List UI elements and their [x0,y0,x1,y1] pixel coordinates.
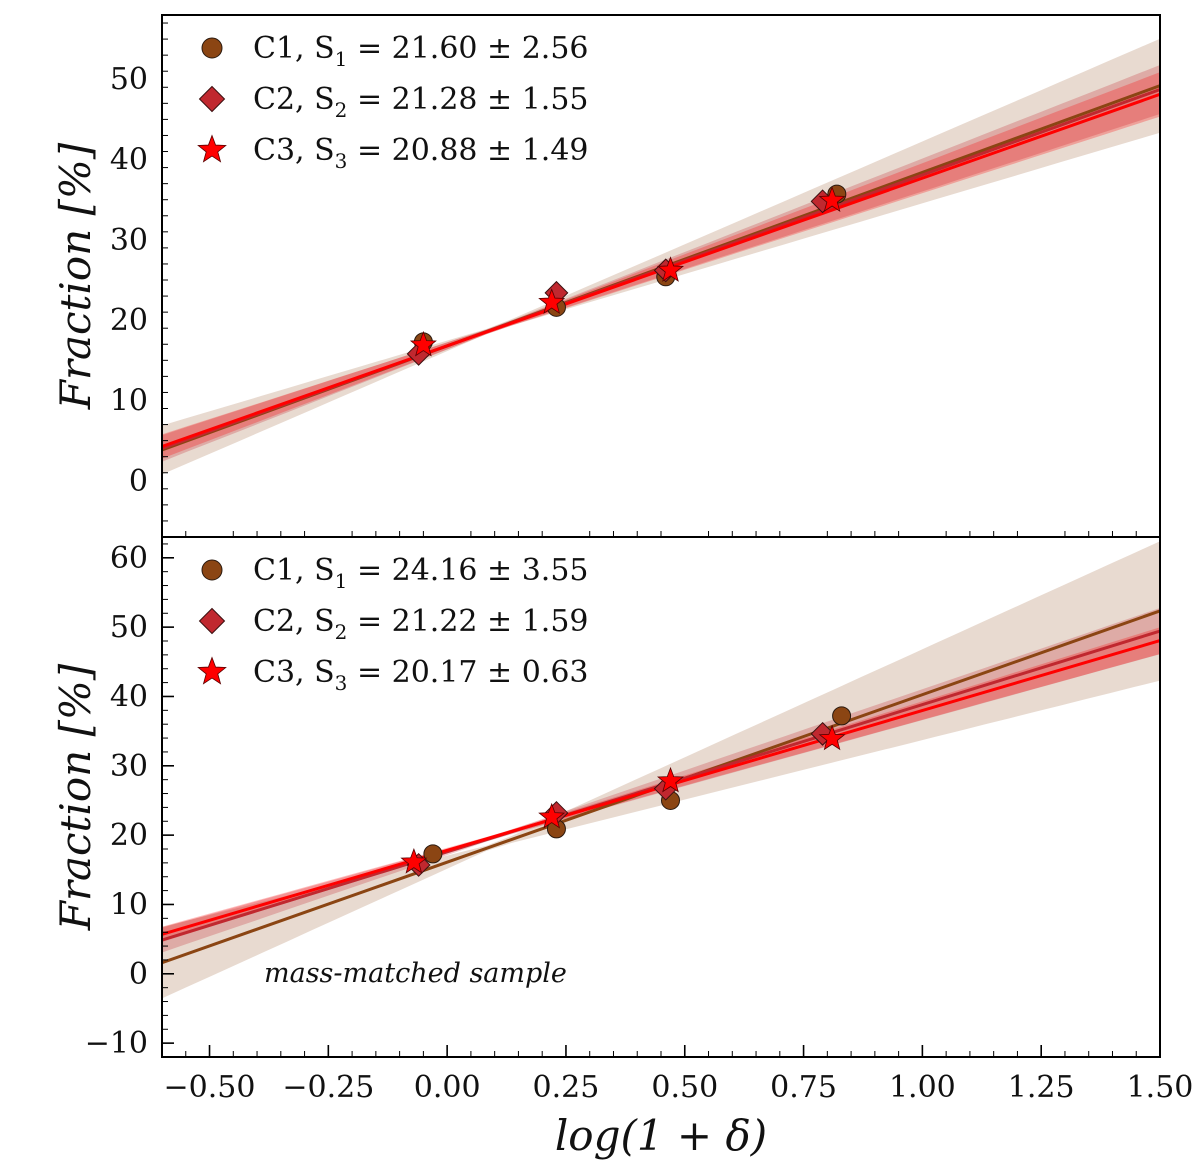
legend-entry-C2: C2, S2 = 21.22 ± 1.59 [253,604,589,644]
x-tick-label: 0.00 [414,1070,481,1105]
y-axis-title: Fraction [%] [51,142,100,410]
panel-top: 0 10 20 30 40 50 Fraction [%] C1, S1 = 21.60 ± … [51,14,1161,538]
y-tick-label: 30 [110,223,148,258]
y-tick-label: 0 [129,464,148,499]
data-point-C1-0 [423,844,443,864]
y-tick-label: 40 [110,679,148,714]
legend-entry-C3: C3, S3 = 20.88 ± 1.49 [253,133,589,173]
data-point-C3-1 [538,802,566,829]
data-point-C3-0 [409,330,437,357]
y-tick-label: 20 [110,303,148,338]
y-tick-label: 0 [129,957,148,992]
legend-value: = 21.60 ± 2.56 [347,31,588,66]
legend-entry-C1: C1, S1 = 24.16 ± 3.55 [253,553,589,593]
data-point-C3-3 [818,724,846,751]
legend-value: = 20.88 ± 1.49 [347,133,588,168]
legend-value: = 21.22 ± 1.59 [347,604,588,639]
confidence-band-C1 [162,38,1160,475]
x-axis-title: log(1 + δ) [555,1111,767,1160]
legend-subscript: 2 [335,620,348,644]
y-tick-label: 10 [110,887,148,922]
legend-prefix: C1, S [253,553,335,588]
legend-prefix: C2, S [253,82,335,117]
plot-area [162,541,1160,999]
data-point-C3-1 [538,288,566,314]
x-tick-label: −0.50 [164,1070,256,1105]
x-tick-label: 1.25 [1008,1070,1075,1105]
y-tick-label: 50 [110,62,148,97]
data-point-C3-3 [818,186,846,212]
legend-marker-C1 [201,559,223,581]
data-point-C1-3 [832,706,852,726]
legend-entry-C1: C1, S1 = 21.60 ± 2.56 [253,31,589,71]
legend-entry-C3: C3, S3 = 20.17 ± 0.63 [253,655,589,695]
legend-marker-C3 [197,134,227,163]
x-tick-label: 0.75 [770,1070,837,1105]
legend-subscript: 1 [335,47,348,71]
legend-subscript: 1 [335,569,348,593]
x-tick-label: 1.50 [1127,1070,1194,1105]
legend-marker-C2 [198,607,226,635]
x-tick-label: 1.00 [889,1070,956,1105]
y-axis-title: Fraction [%] [51,663,100,931]
y-tick-label: −10 [85,1026,148,1061]
plot-area [162,38,1160,475]
legend-marker-C2 [198,85,226,113]
legend-marker-C3 [197,656,227,685]
legend-value: = 24.16 ± 3.55 [347,553,588,588]
legend-value: = 21.28 ± 1.55 [347,82,588,117]
data-point-C3-2 [657,766,685,793]
legend-prefix: C3, S [253,133,335,168]
legend-prefix: C2, S [253,604,335,639]
legend-prefix: C1, S [253,31,335,66]
legend-prefix: C3, S [253,655,335,690]
y-tick-label: 50 [110,610,148,645]
y-tick-label: 10 [110,383,148,418]
data-point-C3-2 [657,256,685,282]
legend-value: = 20.17 ± 0.63 [347,655,588,690]
panel-bottom: −10 0 10 20 30 40 50 60 −0.50 −0.25 0.00 0.25 0.50 0.… [51,536,1194,1160]
data-point-C3-0 [400,847,428,874]
legend-entry-C2: C2, S2 = 21.28 ± 1.55 [253,82,589,122]
x-tick-label: −0.25 [282,1070,374,1105]
y-tick-label: 30 [110,749,148,784]
legend-subscript: 3 [335,671,348,695]
confidence-band-C1 [162,541,1160,999]
y-tick-label: 40 [110,143,148,178]
annotation-mass-matched: mass-matched sample [264,958,567,989]
legend-subscript: 2 [335,98,348,122]
x-tick-label: 0.25 [533,1070,600,1105]
legend-subscript: 3 [335,149,348,173]
y-tick-label: 20 [110,818,148,853]
y-tick-label: 60 [110,541,148,576]
x-tick-label: 0.50 [651,1070,718,1105]
legend-marker-C1 [201,37,223,59]
